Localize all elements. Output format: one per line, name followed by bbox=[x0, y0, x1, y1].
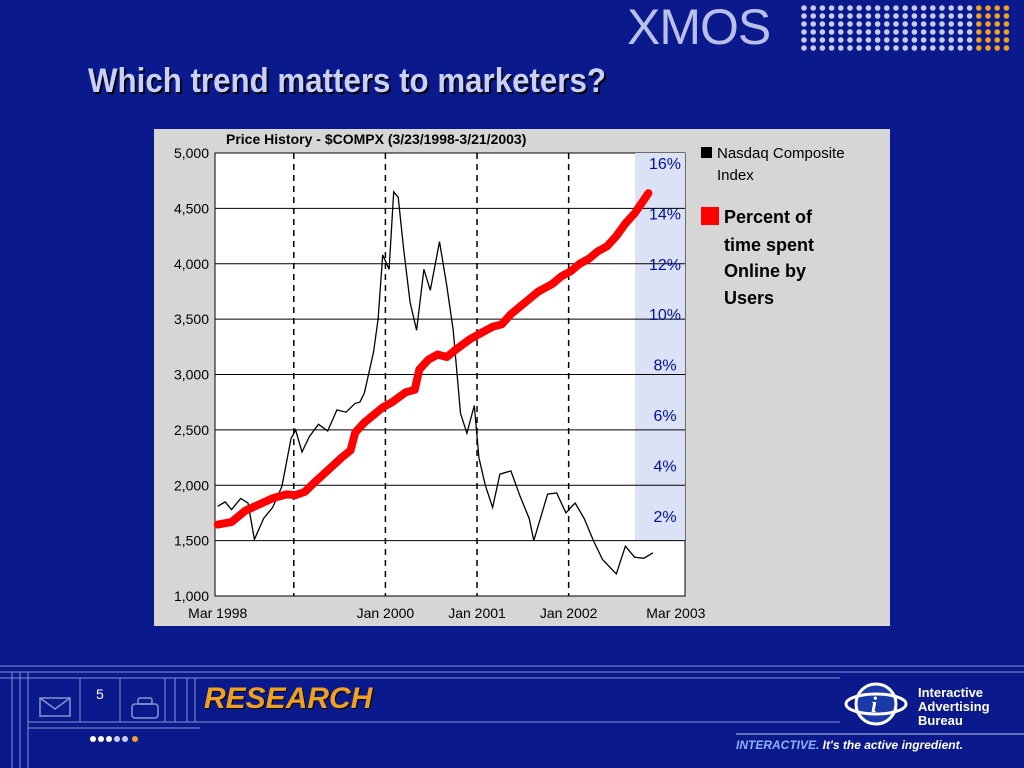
iab-name-line-3: Bureau bbox=[918, 713, 963, 728]
x-tick-label: Jan 2001 bbox=[448, 605, 506, 621]
footer-section-label: RESEARCH bbox=[204, 682, 373, 715]
x-tick-label: Mar 2003 bbox=[646, 605, 705, 621]
y-right-tick-label: 6% bbox=[653, 408, 676, 425]
y-tick-label: 5,000 bbox=[174, 145, 209, 161]
y-right-tick-label: 8% bbox=[653, 358, 676, 375]
chart-panel: 1,000 1,500 2,000 2,500 3,000 3,500 4,000 4,500… bbox=[154, 129, 890, 626]
year-dividers bbox=[293, 153, 570, 596]
tagline-accent: INTERACTIVE. bbox=[736, 738, 820, 752]
y-right-tick-label: 4% bbox=[653, 458, 676, 475]
legend-percent-label-3: Online by bbox=[724, 261, 806, 281]
y-right-tick-label: 14% bbox=[649, 206, 681, 223]
y-tick-label: 3,500 bbox=[174, 311, 209, 327]
x-tick-label: Jan 2002 bbox=[540, 605, 598, 621]
footer: i 5 RESEARCH Interactive Advertising Bur… bbox=[0, 662, 1024, 768]
y-axis-left: 1,000 1,500 2,000 2,500 3,000 3,500 4,000 4,500… bbox=[174, 145, 209, 604]
x-tick-label: Jan 2000 bbox=[357, 605, 415, 621]
y-tick-label: 2,000 bbox=[174, 477, 209, 493]
page-number: 5 bbox=[96, 686, 104, 702]
y-tick-label: 1,500 bbox=[174, 533, 209, 549]
series-layer bbox=[213, 189, 654, 576]
logo-dots bbox=[801, 5, 1010, 51]
y-tick-label: 4,500 bbox=[174, 200, 209, 216]
y-tick-label: 1,000 bbox=[174, 588, 209, 604]
legend-percent-label-1: Percent of bbox=[724, 207, 813, 227]
legend-index-swatch bbox=[701, 147, 712, 158]
tagline-rest: It's the active ingredient. bbox=[819, 738, 963, 752]
x-axis: Mar 1998 Jan 2000 Jan 2001 Jan 2002 Mar 2003 bbox=[188, 605, 705, 621]
xmos-logo: XMOS bbox=[627, 0, 771, 55]
percent-band bbox=[635, 153, 685, 541]
legend-percent-swatch bbox=[701, 207, 719, 225]
legend-percent-label-2: time spent bbox=[724, 235, 814, 255]
series-line-nasdaq bbox=[217, 190, 654, 576]
y-right-tick-label: 10% bbox=[649, 307, 681, 324]
slide-title: Which trend matters to marketers? bbox=[88, 62, 606, 100]
iab-name-line-2: Advertising bbox=[918, 699, 990, 714]
legend-percent-label-4: Users bbox=[724, 288, 774, 308]
legend-index-label-2: Index bbox=[717, 167, 754, 184]
phone-icon bbox=[131, 703, 159, 719]
y-tick-label: 2,500 bbox=[174, 422, 209, 438]
y-right-tick-label: 16% bbox=[649, 156, 681, 173]
iab-tagline: INTERACTIVE. It's the active ingredient. bbox=[736, 738, 963, 752]
series-line-percent-online bbox=[213, 189, 653, 529]
iab-name: Interactive Advertising Bureau bbox=[918, 686, 990, 728]
iab-name-line-1: Interactive bbox=[918, 685, 984, 700]
y-axis-right: 2% 4% 6% 8% 10% 12% 14% 16% bbox=[649, 156, 681, 526]
envelope-icon bbox=[39, 697, 71, 717]
y-tick-label: 4,000 bbox=[174, 256, 209, 272]
footer-decor: i bbox=[0, 665, 1024, 768]
chart: 1,000 1,500 2,000 2,500 3,000 3,500 4,000 4,500… bbox=[174, 131, 845, 621]
chart-title: Price History - $COMPX (3/23/1998-3/21/2… bbox=[226, 131, 526, 147]
svg-text:i: i bbox=[871, 692, 878, 717]
y-right-tick-label: 2% bbox=[653, 509, 676, 526]
y-right-tick-label: 12% bbox=[649, 257, 681, 274]
x-tick-label: Mar 1998 bbox=[188, 605, 247, 621]
y-tick-label: 3,000 bbox=[174, 367, 209, 383]
legend-index-label-1: Nasdaq Composite bbox=[717, 145, 845, 162]
